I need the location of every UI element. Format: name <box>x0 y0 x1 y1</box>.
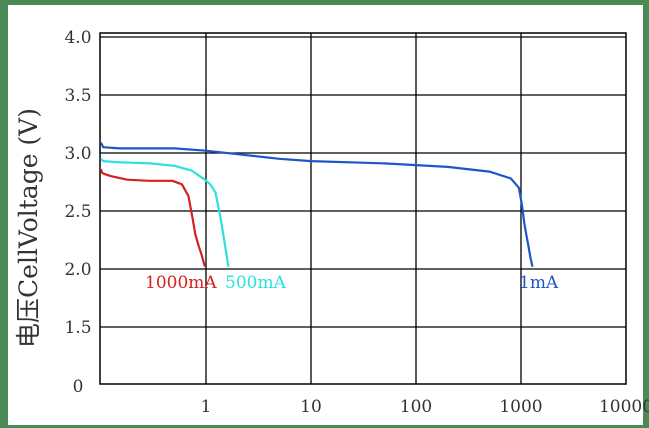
y-axis-label: 电压CellVoltage (V) <box>14 108 43 348</box>
series-label-500mA: 500mA <box>225 273 287 293</box>
y-tick-label: 4.0 <box>64 28 91 48</box>
x-tick-label: 1000 <box>499 397 542 417</box>
plot-border <box>99 32 627 385</box>
grid <box>100 33 626 384</box>
series-label-1mA: 1mA <box>519 273 559 293</box>
series-line-1mA <box>100 142 534 267</box>
y-tick-label: 0 <box>73 377 84 397</box>
x-tick-label: 1 <box>201 397 212 417</box>
x-tick-label: 10 <box>300 397 322 417</box>
series-label-1000mA: 1000mA <box>145 273 217 293</box>
y-tick-label: 2.0 <box>64 260 91 280</box>
tick-labels: 1 10 100 1000 10000 0 1.5 2.0 2.5 3.0 3.5 4.0 <box>64 28 649 417</box>
series-lines <box>99 142 534 268</box>
series-labels: 1000mA 500mA 1mA <box>145 273 559 293</box>
y-tick-label: 1.5 <box>64 318 91 338</box>
series-line-500mA <box>100 158 230 268</box>
x-tick-label: 100 <box>400 397 432 417</box>
y-tick-label: 3.5 <box>64 86 91 106</box>
y-tick-label: 2.5 <box>64 202 91 222</box>
y-tick-label: 3.0 <box>64 144 91 164</box>
series-line-1000mA <box>99 168 207 268</box>
x-tick-label: 10000 <box>599 397 649 417</box>
